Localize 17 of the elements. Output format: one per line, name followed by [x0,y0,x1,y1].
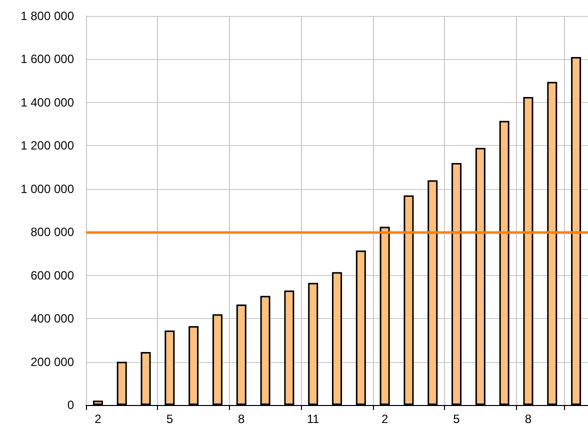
y-tick-label: 0 [67,398,74,412]
x-tick-label: 2 [94,412,102,426]
y-tick-label: 1 800 000 [20,9,74,23]
x-tick-label: 8 [238,412,246,426]
y-tick-label: 800 000 [30,225,74,240]
y-tick-label: 200 000 [30,354,74,369]
x-tick-label: 5 [166,412,174,426]
y-tick-label: 1 000 000 [20,182,74,196]
x-tick-label: 2 [381,412,388,426]
y-tick-label: 1 400 000 [20,95,74,110]
x-tick-label: 5 [453,412,460,426]
y-tick-label: 1 200 000 [20,138,74,153]
y-tick-label: 600 000 [30,268,74,282]
y-tick-label: 1 600 000 [20,52,74,66]
y-tick-label: 400 000 [30,312,74,326]
x-tick-label: 8 [524,412,532,426]
x-tick-label: 11 [306,412,320,426]
